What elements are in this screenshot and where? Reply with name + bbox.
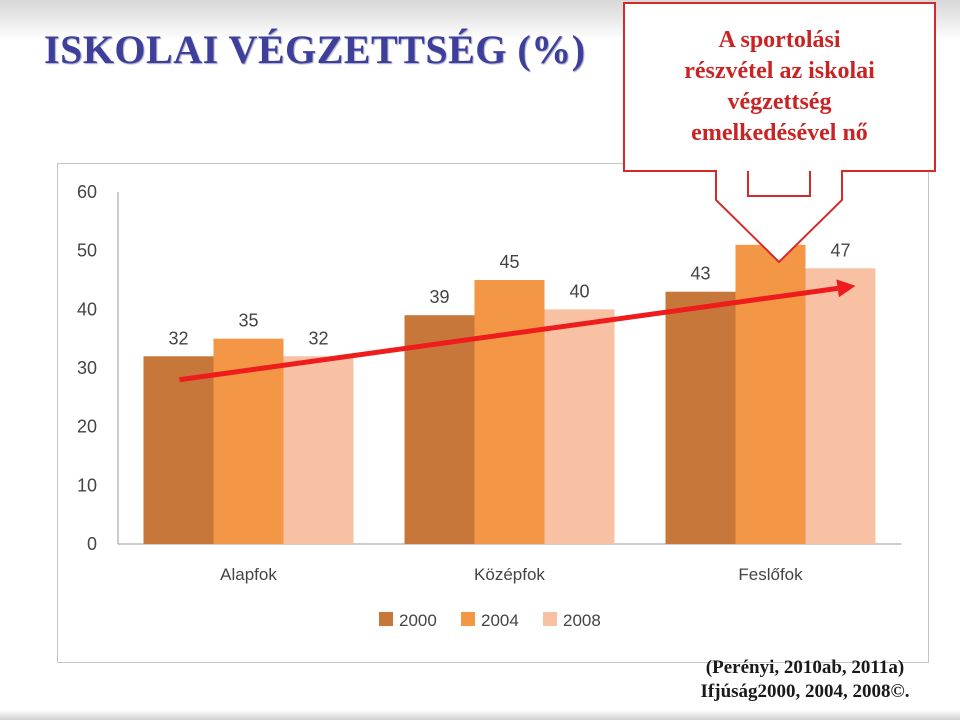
trend-arrow-line bbox=[179, 285, 839, 383]
callout-line: A sportolási bbox=[718, 27, 841, 53]
bar-2004 bbox=[735, 244, 806, 545]
bar-2000 bbox=[404, 315, 475, 544]
category-label: Alapfok bbox=[220, 565, 277, 584]
bar-2008 bbox=[805, 268, 876, 544]
callout-box: A sportolási részvétel az iskolai végzet… bbox=[623, 2, 936, 172]
legend-label: 2004 bbox=[481, 611, 519, 630]
y-tick-label: 20 bbox=[77, 417, 97, 437]
callout-pointer-arrow bbox=[715, 170, 843, 264]
source-line: Ifjúság2000, 2004, 2008©. bbox=[700, 681, 910, 702]
callout-line: emelkedésével nő bbox=[691, 120, 868, 146]
category-label: Feslőfok bbox=[738, 565, 803, 584]
callout-text: A sportolási részvétel az iskolai végzet… bbox=[684, 25, 875, 149]
data-label: 40 bbox=[569, 281, 589, 301]
bar-2008 bbox=[544, 309, 615, 544]
legend-swatch bbox=[543, 612, 557, 626]
callout-line: végzettség bbox=[727, 89, 832, 115]
callout-line: részvétel az iskolai bbox=[684, 58, 875, 84]
bar-chart: 0 10 20 30 40 50 60 32 35 32 Alapfok 39 45 40 Középfok… bbox=[77, 182, 901, 630]
y-tick-label: 60 bbox=[77, 182, 97, 202]
data-label: 35 bbox=[238, 311, 258, 331]
data-label: 32 bbox=[168, 328, 188, 348]
data-label: 45 bbox=[499, 252, 519, 272]
y-tick-label: 0 bbox=[87, 534, 97, 554]
data-label: 39 bbox=[429, 287, 449, 307]
category-label: Középfok bbox=[474, 565, 545, 584]
trend-arrow-head bbox=[836, 279, 856, 298]
y-tick-label: 30 bbox=[77, 358, 97, 378]
slide-title: ISKOLAI VÉGZETTSÉG (%) bbox=[44, 27, 586, 72]
footer-band bbox=[0, 710, 960, 720]
bar-2000 bbox=[143, 356, 214, 544]
legend-swatch bbox=[461, 612, 475, 626]
source-citation: (Perényi, 2010ab, 2011a) Ifjúság2000, 20… bbox=[660, 656, 950, 704]
data-label: 47 bbox=[830, 240, 850, 260]
bar-2000 bbox=[665, 291, 736, 544]
legend-label: 2000 bbox=[399, 611, 437, 630]
data-label: 43 bbox=[690, 264, 710, 284]
bar-2008 bbox=[283, 356, 354, 544]
bar-2004 bbox=[474, 280, 545, 544]
data-label: 32 bbox=[308, 328, 328, 348]
source-line: (Perényi, 2010ab, 2011a) bbox=[705, 657, 905, 678]
legend-swatch bbox=[379, 612, 393, 626]
y-tick-label: 40 bbox=[77, 299, 97, 319]
y-tick-label: 50 bbox=[77, 241, 97, 261]
y-tick-label: 10 bbox=[77, 475, 97, 495]
legend-label: 2008 bbox=[563, 611, 601, 630]
